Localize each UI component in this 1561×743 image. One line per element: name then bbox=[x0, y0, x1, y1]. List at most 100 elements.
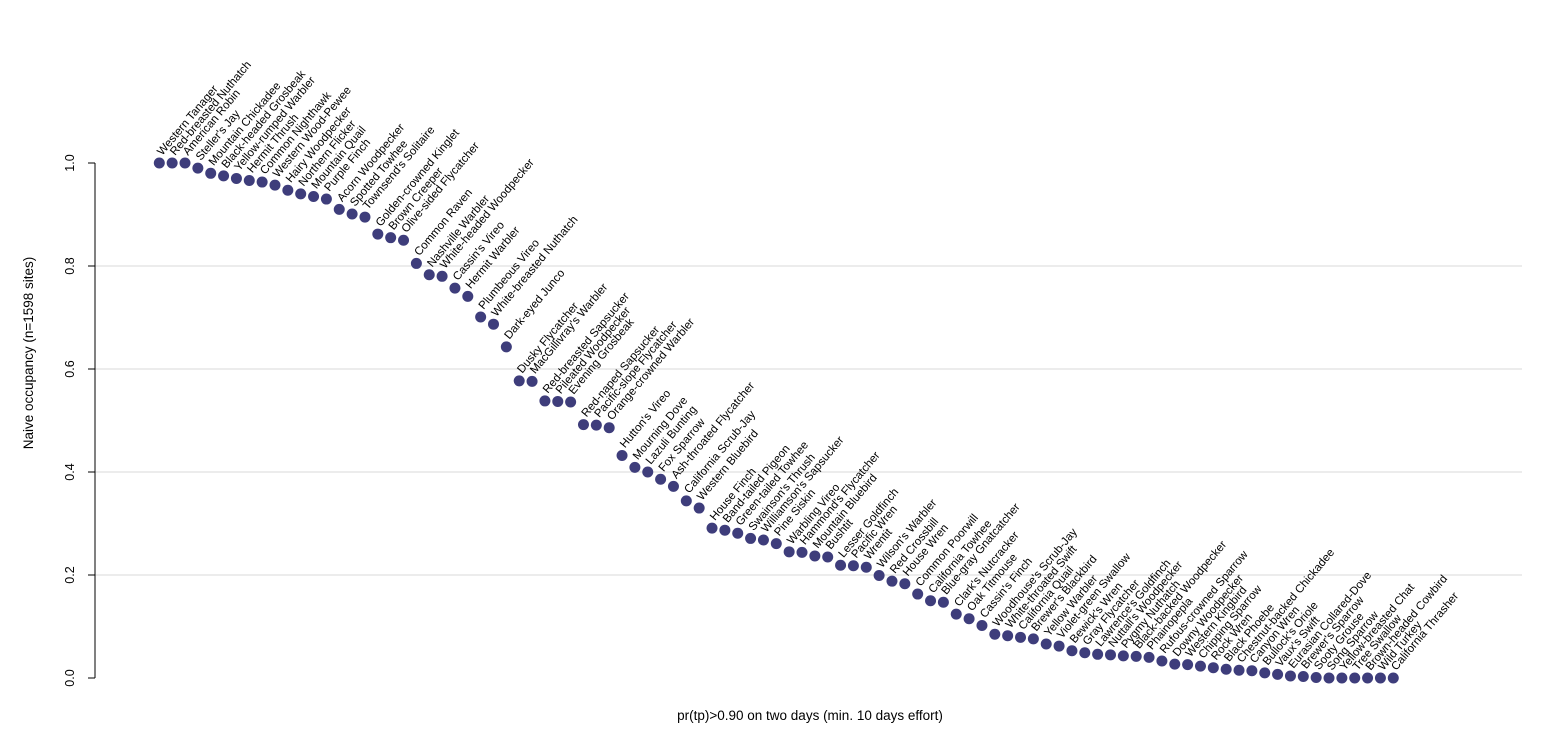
y-tick-label: 1.0 bbox=[63, 154, 77, 171]
data-point bbox=[950, 608, 962, 620]
data-point bbox=[552, 395, 564, 407]
data-point bbox=[693, 502, 705, 514]
data-point bbox=[732, 527, 744, 539]
data-point bbox=[295, 188, 307, 200]
y-axis-title: Naive occupancy (n=1598 sites) bbox=[21, 257, 36, 449]
data-point bbox=[1002, 630, 1014, 642]
data-point bbox=[218, 170, 230, 182]
data-point bbox=[667, 480, 679, 492]
data-point bbox=[1143, 651, 1155, 663]
data-point bbox=[166, 157, 178, 169]
data-point bbox=[565, 396, 577, 408]
data-point bbox=[1323, 672, 1335, 684]
data-point bbox=[500, 341, 512, 353]
data-point bbox=[410, 257, 422, 269]
data-point bbox=[1387, 672, 1399, 684]
data-point bbox=[179, 157, 191, 169]
data-point bbox=[1040, 638, 1052, 650]
data-point bbox=[1336, 672, 1348, 684]
data-point bbox=[770, 538, 782, 550]
data-point bbox=[462, 290, 474, 302]
data-point bbox=[873, 570, 885, 582]
data-point bbox=[616, 450, 628, 462]
data-point bbox=[1079, 647, 1091, 659]
data-point bbox=[282, 184, 294, 196]
data-point bbox=[680, 495, 692, 507]
data-point bbox=[719, 524, 731, 536]
data-point bbox=[1169, 658, 1181, 670]
data-point bbox=[269, 179, 281, 191]
data-point bbox=[230, 172, 242, 184]
data-point bbox=[912, 588, 924, 600]
data-point bbox=[1117, 650, 1129, 662]
data-point bbox=[1194, 660, 1206, 672]
data-point bbox=[1284, 670, 1296, 682]
data-point bbox=[963, 613, 975, 625]
data-point bbox=[1182, 659, 1194, 671]
data-point bbox=[1233, 664, 1245, 676]
data-point bbox=[153, 157, 165, 169]
data-point bbox=[757, 534, 769, 546]
data-point bbox=[1297, 670, 1309, 682]
data-point bbox=[629, 461, 641, 473]
data-point bbox=[385, 232, 397, 244]
data-point bbox=[847, 560, 859, 572]
data-point bbox=[205, 167, 217, 179]
data-point bbox=[1374, 672, 1386, 684]
data-point bbox=[796, 546, 808, 558]
data-point bbox=[1027, 633, 1039, 645]
x-axis-title: pr(tp)>0.90 on two days (min. 10 days ef… bbox=[677, 708, 943, 723]
data-point bbox=[1220, 663, 1232, 675]
data-point bbox=[937, 596, 949, 608]
data-point bbox=[243, 175, 255, 187]
data-point bbox=[1349, 672, 1361, 684]
data-point bbox=[886, 575, 898, 587]
data-point bbox=[989, 628, 1001, 640]
data-point bbox=[1310, 671, 1322, 683]
y-tick-label: 0.6 bbox=[63, 360, 77, 377]
data-point bbox=[256, 176, 268, 188]
data-point bbox=[1092, 648, 1104, 660]
data-point bbox=[436, 270, 448, 282]
data-point bbox=[642, 466, 654, 478]
data-point bbox=[783, 546, 795, 558]
data-point bbox=[449, 282, 461, 294]
data-point bbox=[1066, 645, 1078, 657]
data-point bbox=[577, 419, 589, 431]
data-point bbox=[745, 532, 757, 544]
data-point bbox=[1207, 662, 1219, 674]
data-point bbox=[590, 419, 602, 431]
data-point bbox=[1259, 667, 1271, 679]
y-tick-label: 0.8 bbox=[63, 257, 77, 274]
data-point bbox=[1272, 668, 1284, 680]
data-point bbox=[860, 561, 872, 573]
y-tick-label: 0.0 bbox=[63, 669, 77, 686]
data-point bbox=[706, 522, 718, 534]
data-point bbox=[976, 619, 988, 631]
data-point bbox=[899, 578, 911, 590]
data-point bbox=[1104, 649, 1116, 661]
data-point bbox=[320, 193, 332, 205]
data-point bbox=[526, 375, 538, 387]
data-point bbox=[346, 208, 358, 220]
data-point bbox=[925, 595, 937, 607]
data-point bbox=[1130, 650, 1142, 662]
data-point bbox=[1053, 640, 1065, 652]
data-point bbox=[822, 551, 834, 563]
data-point bbox=[1246, 665, 1258, 677]
data-point bbox=[423, 269, 435, 281]
data-point bbox=[488, 318, 500, 330]
data-point bbox=[655, 473, 667, 485]
data-point bbox=[539, 395, 551, 407]
data-point bbox=[835, 559, 847, 571]
data-point bbox=[372, 228, 384, 240]
data-point bbox=[809, 550, 821, 562]
data-point bbox=[398, 234, 410, 246]
data-point bbox=[1015, 631, 1027, 643]
y-tick-label: 0.4 bbox=[63, 463, 77, 480]
data-point bbox=[192, 162, 204, 174]
data-point bbox=[475, 311, 487, 323]
data-point bbox=[513, 375, 525, 387]
